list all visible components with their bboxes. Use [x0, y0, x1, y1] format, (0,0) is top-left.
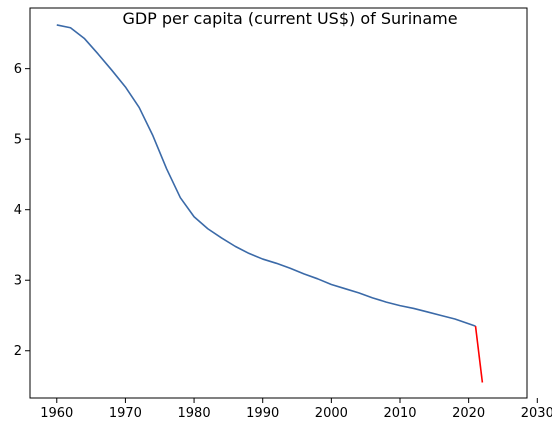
x-axis: 1960 1970 1980 1990 2000 2010 2020 2030 — [40, 398, 552, 421]
x-tick-label: 2020 — [452, 406, 485, 421]
plot-lines — [56, 24, 484, 383]
plot-frame — [29, 7, 528, 399]
x-tick-label: 2010 — [383, 406, 416, 421]
y-tick-label: 2 — [14, 344, 22, 359]
x-tick-label: 1990 — [246, 406, 279, 421]
x-tick-label: 1980 — [178, 406, 211, 421]
y-axis: 2 3 4 5 6 — [14, 62, 30, 359]
y-tick-label: 3 — [14, 274, 22, 289]
y-tick-label: 4 — [14, 203, 22, 218]
x-tick-label: 2000 — [315, 406, 348, 421]
x-tick-label: 1970 — [109, 406, 142, 421]
chart-title: GDP per capita (current US$) of Suriname — [122, 9, 457, 28]
x-tick-label: 1960 — [40, 406, 73, 421]
x-tick-label: 2030 — [521, 406, 552, 421]
series-line-1 — [56, 24, 476, 327]
y-tick-label: 5 — [14, 133, 22, 148]
y-tick-label: 6 — [14, 62, 22, 77]
series-line-2 — [474, 325, 484, 383]
